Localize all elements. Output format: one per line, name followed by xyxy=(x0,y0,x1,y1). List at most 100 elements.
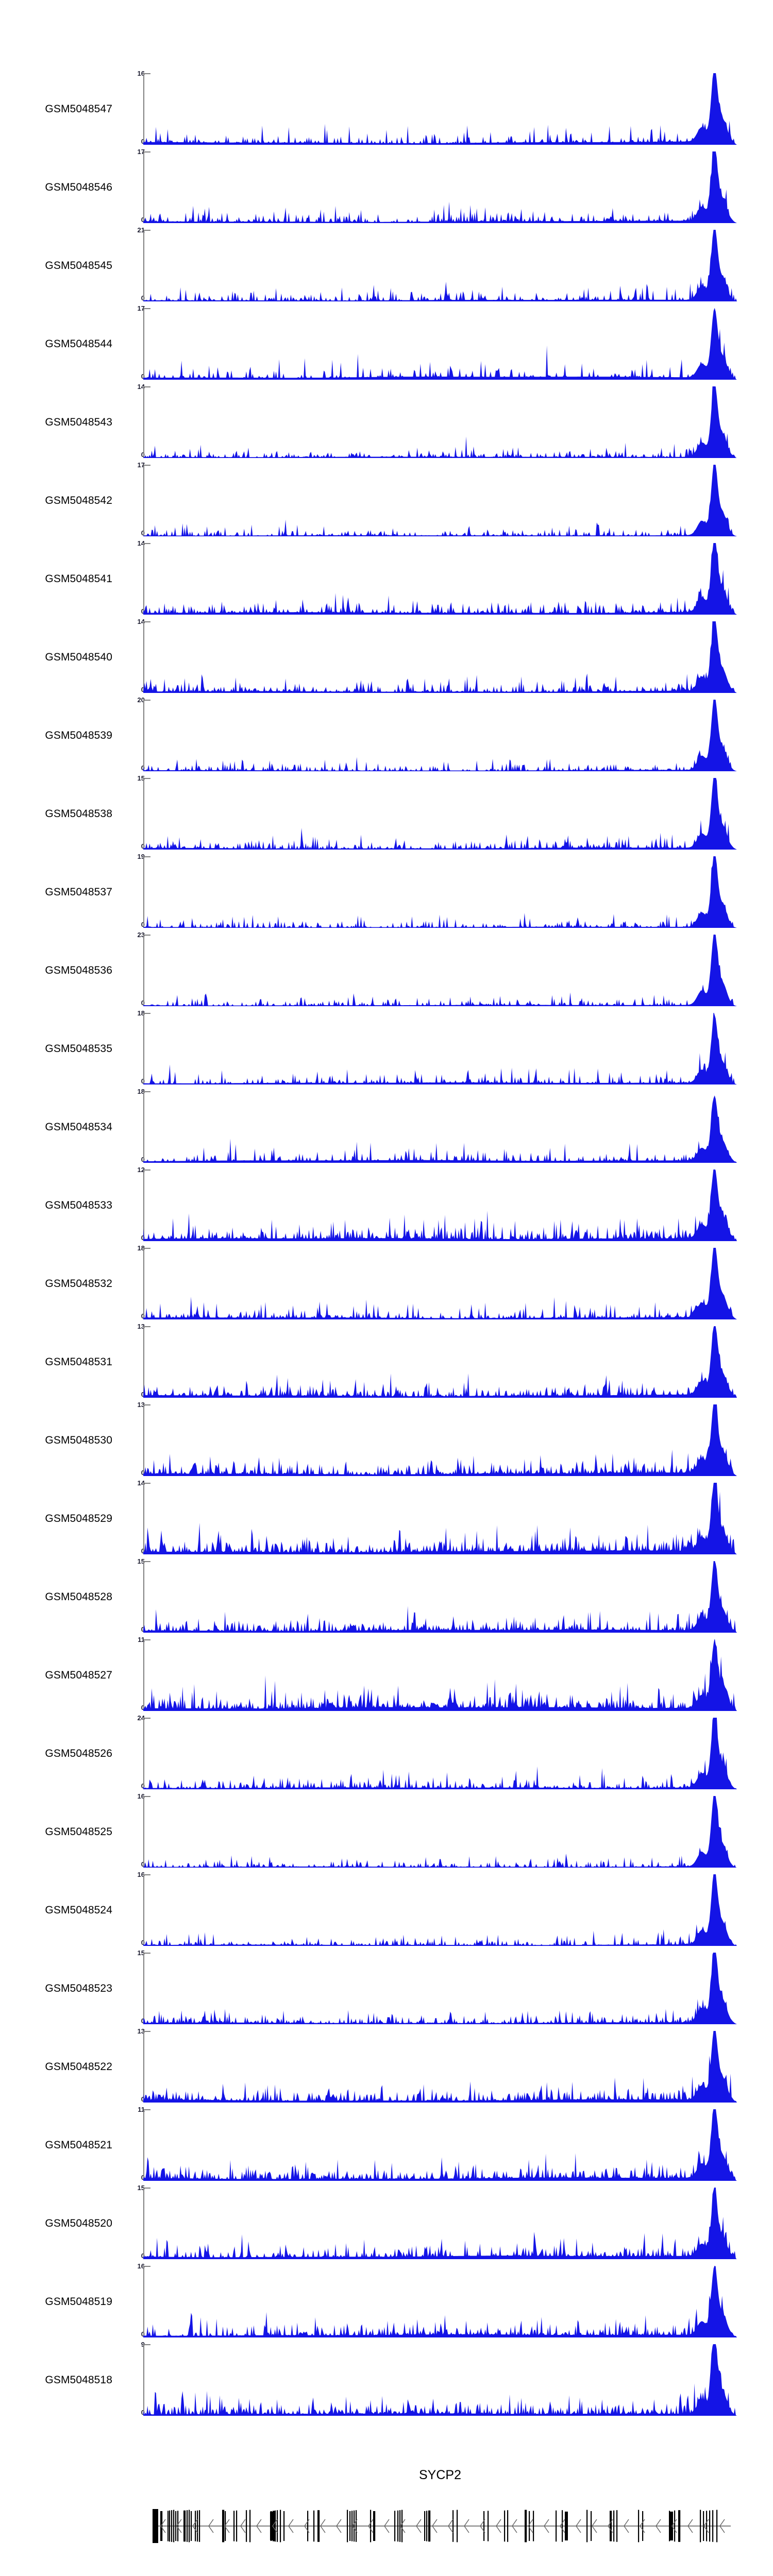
coverage-track: GSM5048533 12 0 xyxy=(0,1166,773,1245)
y-axis-min-label: 0 xyxy=(141,1234,145,1242)
coverage-plot-area[interactable] xyxy=(143,1639,737,1711)
track-sample-label: GSM5048526 xyxy=(45,1748,112,1759)
coverage-plot-area[interactable] xyxy=(143,1170,737,1241)
y-axis-min-label: 0 xyxy=(141,1077,145,1085)
coverage-plot-area[interactable] xyxy=(143,2188,737,2259)
coverage-plot-area[interactable] xyxy=(143,308,737,380)
coverage-plot-area[interactable] xyxy=(143,1248,737,1319)
coverage-plot-area[interactable] xyxy=(143,1718,737,1789)
coverage-track: GSM5048537 19 0 xyxy=(0,853,773,931)
coverage-track: GSM5048536 23 0 xyxy=(0,931,773,1010)
y-axis-max-label: 16 xyxy=(137,70,145,77)
coverage-track: GSM5048524 16 0 xyxy=(0,1871,773,1950)
track-sample-label: GSM5048532 xyxy=(45,1278,112,1290)
coverage-track: GSM5048535 18 0 xyxy=(0,1010,773,1088)
coverage-plot-area[interactable] xyxy=(143,1404,737,1476)
coverage-track: GSM5048539 20 0 xyxy=(0,697,773,775)
y-axis-max-label: 14 xyxy=(137,539,145,547)
coverage-plot-area[interactable] xyxy=(143,1561,737,1633)
y-axis-min-label: 0 xyxy=(141,1704,145,1711)
coverage-plot-area[interactable] xyxy=(143,2344,737,2416)
track-sample-label: GSM5048524 xyxy=(45,1904,112,1916)
coverage-plot-area[interactable] xyxy=(143,778,737,850)
y-axis-min-label: 0 xyxy=(141,138,145,145)
coverage-plot-area[interactable] xyxy=(143,543,737,615)
y-axis-min-label: 0 xyxy=(141,2409,145,2416)
track-sample-label: GSM5048533 xyxy=(45,1199,112,1211)
coverage-track: GSM5048542 17 0 xyxy=(0,462,773,540)
coverage-plot-area[interactable] xyxy=(143,700,737,771)
y-axis-min-label: 0 xyxy=(141,1391,145,1398)
y-axis-min-label: 0 xyxy=(141,1625,145,1633)
coverage-plot-area[interactable] xyxy=(143,1326,737,1398)
y-axis-max-label: 17 xyxy=(137,461,145,469)
y-axis-max-label: 9 xyxy=(141,2341,145,2348)
track-sample-label: GSM5048522 xyxy=(45,2061,112,2073)
y-axis-max-label: 16 xyxy=(137,1792,145,1800)
track-sample-label: GSM5048535 xyxy=(45,1043,112,1055)
y-axis-min-label: 0 xyxy=(141,2017,145,2025)
y-axis-max-label: 20 xyxy=(137,696,145,704)
coverage-plot-area[interactable] xyxy=(143,2109,737,2181)
gene-label: SYCP2 xyxy=(419,2468,461,2482)
coverage-plot-area[interactable] xyxy=(143,1796,737,1868)
coverage-track: GSM5048528 15 0 xyxy=(0,1558,773,1636)
y-axis-max-label: 15 xyxy=(137,774,145,782)
y-axis-min-label: 0 xyxy=(141,1939,145,1946)
coverage-plot-area[interactable] xyxy=(143,465,737,536)
coverage-plot-area[interactable] xyxy=(143,151,737,223)
coverage-plot-area[interactable] xyxy=(143,935,737,1006)
y-axis-max-label: 17 xyxy=(137,148,145,156)
coverage-plot-area[interactable] xyxy=(143,230,737,301)
y-axis-max-label: 17 xyxy=(137,304,145,312)
coverage-track: GSM5048529 14 0 xyxy=(0,1480,773,1558)
gene-annotation-panel: SYCP2 xyxy=(0,2452,773,2576)
coverage-track: GSM5048519 16 0 xyxy=(0,2263,773,2341)
track-sample-label: GSM5048545 xyxy=(45,260,112,272)
track-sample-label: GSM5048529 xyxy=(45,1513,112,1524)
coverage-plot-area[interactable] xyxy=(143,1091,737,1163)
coverage-plot-area[interactable] xyxy=(143,1483,737,1554)
y-axis-min-label: 0 xyxy=(141,921,145,928)
track-sample-label: GSM5048546 xyxy=(45,181,112,193)
track-sample-label: GSM5048525 xyxy=(45,1826,112,1838)
track-sample-label: GSM5048536 xyxy=(45,964,112,976)
y-axis-max-label: 15 xyxy=(137,2184,145,2192)
y-axis-min-label: 0 xyxy=(141,1782,145,1790)
y-axis-max-label: 18 xyxy=(137,1088,145,1095)
y-axis-max-label: 14 xyxy=(137,618,145,625)
coverage-plot-area[interactable] xyxy=(143,856,737,928)
coverage-plot-area[interactable] xyxy=(143,621,737,693)
coverage-plot-area[interactable] xyxy=(143,1953,737,2024)
track-sample-label: GSM5048537 xyxy=(45,886,112,898)
coverage-track: GSM5048545 21 0 xyxy=(0,227,773,305)
y-axis-max-label: 12 xyxy=(137,1166,145,1174)
y-axis-min-label: 0 xyxy=(141,607,145,615)
coverage-plot-area[interactable] xyxy=(143,386,737,458)
y-axis-max-label: 24 xyxy=(137,1714,145,1722)
track-sample-label: GSM5048543 xyxy=(45,416,112,428)
y-axis-min-label: 0 xyxy=(141,1860,145,1868)
y-axis-min-label: 0 xyxy=(141,372,145,380)
track-sample-label: GSM5048531 xyxy=(45,1356,112,1368)
y-axis-min-label: 0 xyxy=(141,2174,145,2181)
coverage-plot-area[interactable] xyxy=(143,2266,737,2337)
coverage-track: GSM5048527 11 0 xyxy=(0,1636,773,1715)
track-sample-label: GSM5048518 xyxy=(45,2374,112,2386)
track-sample-label: GSM5048528 xyxy=(45,1591,112,1603)
coverage-plot-area[interactable] xyxy=(143,2031,737,2103)
y-axis-min-label: 0 xyxy=(141,216,145,224)
coverage-track: GSM5048520 15 0 xyxy=(0,2184,773,2263)
track-sample-label: GSM5048540 xyxy=(45,651,112,663)
coverage-track: GSM5048522 13 0 xyxy=(0,2028,773,2106)
coverage-track: GSM5048531 13 0 xyxy=(0,1323,773,1401)
y-axis-min-label: 0 xyxy=(141,764,145,772)
y-axis-max-label: 11 xyxy=(138,1636,145,1643)
y-axis-max-label: 16 xyxy=(137,1871,145,1878)
coverage-plot-area[interactable] xyxy=(143,73,737,145)
coverage-track: GSM5048544 17 0 xyxy=(0,305,773,383)
track-sample-label: GSM5048538 xyxy=(45,808,112,820)
y-axis-max-label: 18 xyxy=(137,1244,145,1252)
coverage-plot-area[interactable] xyxy=(143,1013,737,1084)
coverage-plot-area[interactable] xyxy=(143,1874,737,1946)
